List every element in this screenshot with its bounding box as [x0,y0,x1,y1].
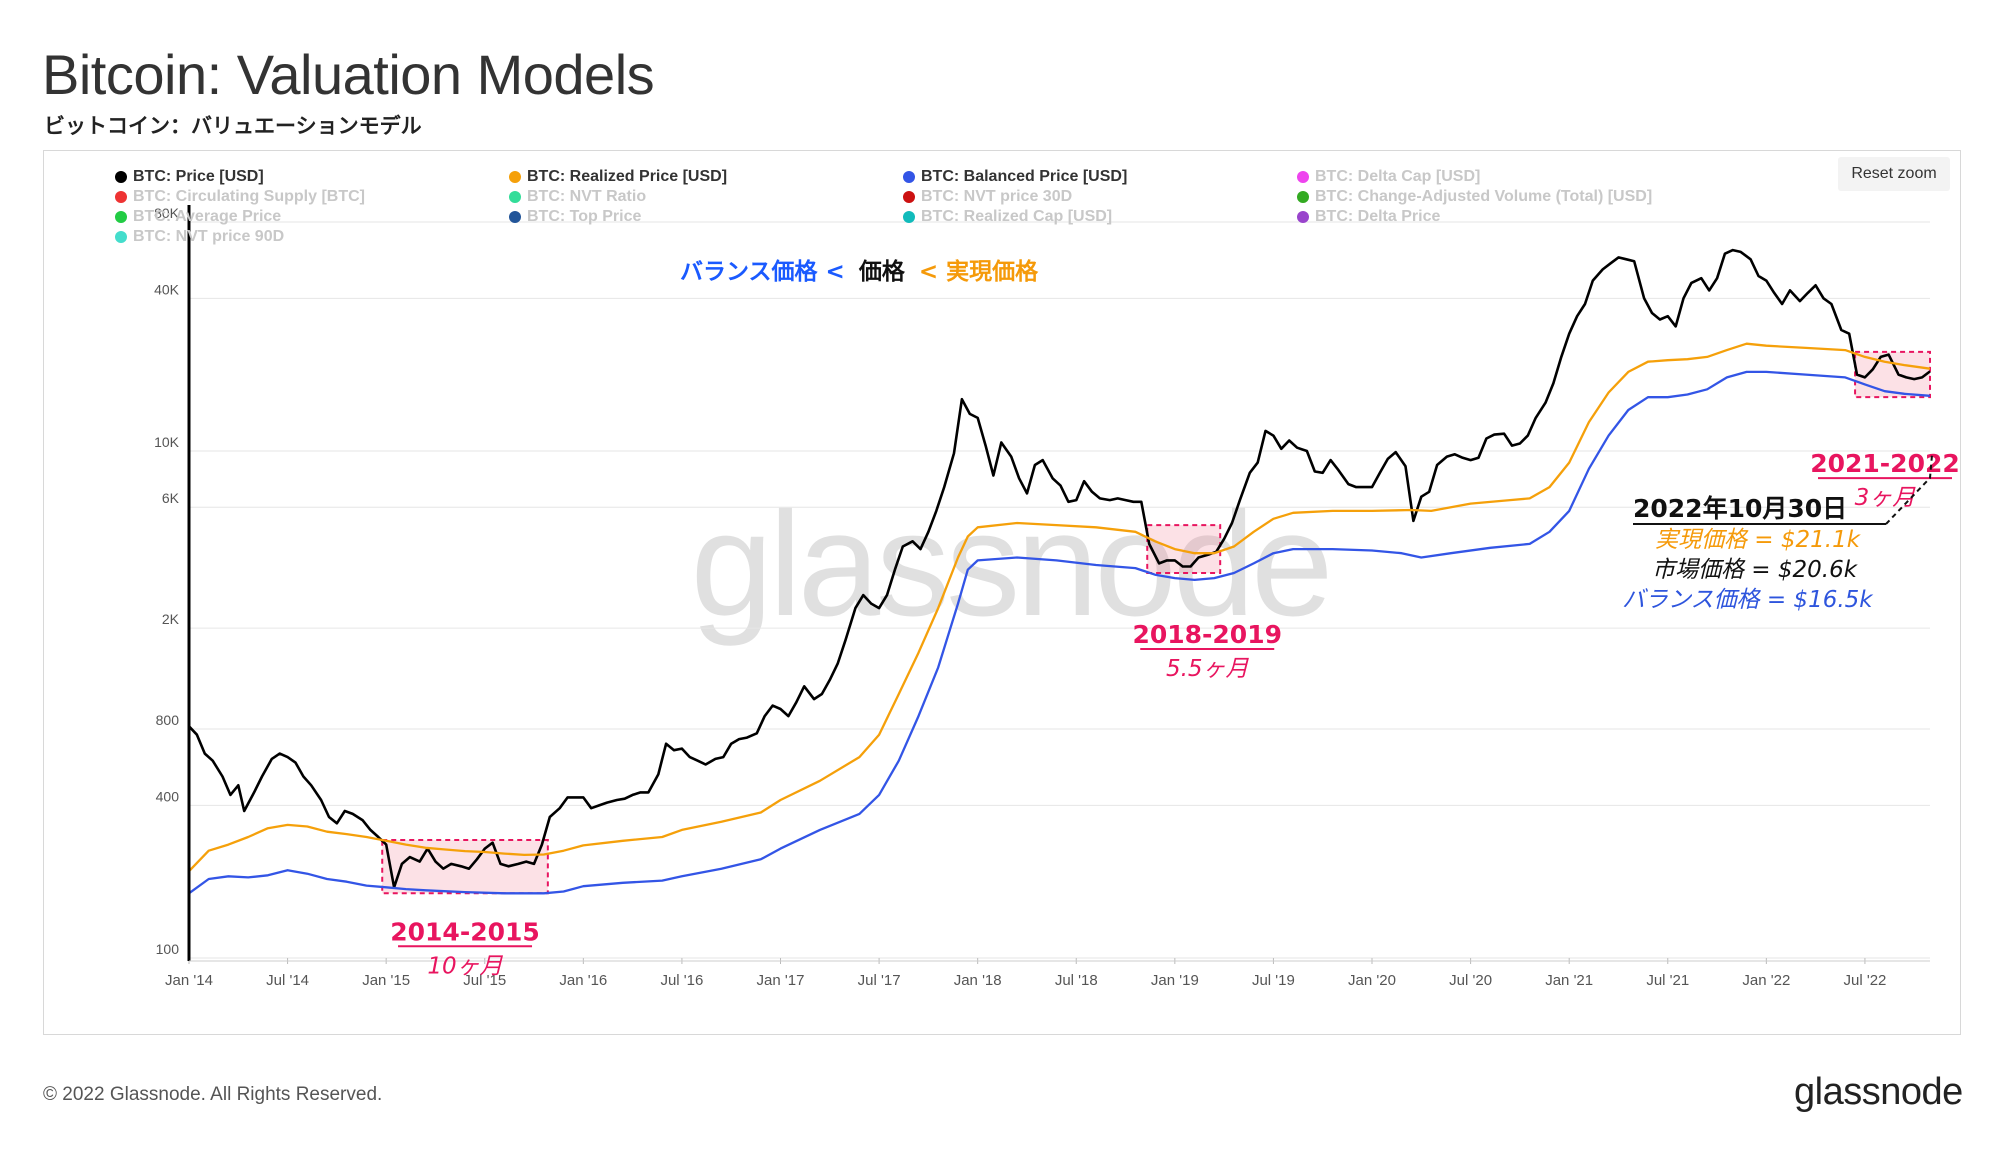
y-tick-label: 100 [156,941,180,957]
highlight-layer [381,350,1932,895]
highlight-duration-label: 10ヶ月 [427,953,503,979]
relation-price: 価格 [858,258,906,285]
x-tick-label: Jan '21 [1545,972,1593,989]
x-tick-label: Jul '22 [1843,972,1886,989]
legend-label: BTC: Realized Price [USD] [527,168,728,185]
legend-label: BTC: NVT Ratio [527,188,647,205]
x-axis: Jan '14 Jul '14 Jan '15 Jul '15 Jan '16 Jul '… [165,958,1886,989]
legend-dot [1297,191,1309,203]
balanced-value-label: バランス価格 = $16.5k [1622,587,1874,613]
legend-item-average-price[interactable]: BTC: Average Price [115,208,281,226]
x-tick-label: Jan '17 [757,972,805,989]
date-label: 2022年10月30日 [1633,494,1847,523]
legend-dot [115,231,127,243]
x-tick-label: Jan '16 [559,972,607,989]
page-subtitle: ビットコイン：バリュエーションモデル [44,115,422,138]
y-tick-label: 400 [156,788,180,804]
x-tick-label: Jul '17 [858,972,901,989]
legend-item-price[interactable]: BTC: Price [USD] [115,168,264,186]
legend-label: BTC: Delta Cap [USD] [1315,168,1481,185]
series-line [188,370,1931,895]
reset-zoom-button[interactable]: Reset zoom [1838,157,1950,191]
relation-balanced: バランス価格 < [680,258,845,285]
legend-item-top-price[interactable]: BTC: Top Price [509,208,641,226]
grid-layer [189,221,1930,959]
highlight-duration-label: 3ヶ月 [1855,485,1917,511]
series-line [188,342,1931,872]
legend-item-nvt-price-90d[interactable]: BTC: NVT price 90D [115,228,284,246]
realized-value-label: 実現価格 = $21.1k [1655,527,1862,553]
relation-annotation: バランス価格 < 価格 < 実現価格 [680,258,1039,285]
legend-label: BTC: Change-Adjusted Volume (Total) [USD… [1315,188,1653,205]
legend-item-circulating-supply[interactable]: BTC: Circulating Supply [BTC] [115,188,365,206]
x-tick-label: Jul '14 [266,972,309,989]
x-tick-label: Jan '19 [1151,972,1199,989]
x-tick-label: Jul '16 [660,972,703,989]
legend-label: BTC: Balanced Price [USD] [921,168,1128,185]
y-tick-label: 6K [162,490,180,506]
x-tick-label: Jan '15 [362,972,410,989]
x-tick-label: Jul '19 [1252,972,1295,989]
x-tick-label: Jul '21 [1646,972,1689,989]
highlight-duration-label: 5.5ヶ月 [1166,656,1250,682]
x-tick-label: Jul '20 [1449,972,1492,989]
y-axis: 100 400 800 2K 6K 10K 40K 80K [154,205,180,957]
watermark-layer: glassnode [691,482,1334,647]
x-tick-label: Jan '18 [954,972,1002,989]
y-tick-label: 800 [156,712,180,728]
x-tick-label: Jan '20 [1348,972,1396,989]
x-tick-label: Jan '14 [165,972,213,989]
highlight-label-layer: 2014-2015 10ヶ月 2018-2019 5.5ヶ月 2021-2022 3ヶ月 [390,449,1960,979]
legend-label: BTC: Delta Price [1315,208,1441,225]
x-tick-label: Jul '15 [463,972,506,989]
chart-panel [43,150,1961,1035]
footer-copyright: © 2022 Glassnode. All Rights Reserved. [43,1084,383,1105]
legend-dot [509,211,521,223]
legend-item-nvt-price-30d[interactable]: BTC: NVT price 30D [903,188,1072,206]
y-tick-label: 2K [162,611,180,627]
legend-item-nvt-ratio[interactable]: BTC: NVT Ratio [509,188,646,206]
legend-dot [903,211,915,223]
x-tick-label: Jul '18 [1055,972,1098,989]
legend-label: BTC: NVT price 30D [921,188,1073,205]
legend-item-delta-cap[interactable]: BTC: Delta Cap [USD] [1297,168,1480,186]
y-tick-label: 80K [154,205,180,221]
legend-item-change-adjusted-volume[interactable]: BTC: Change-Adjusted Volume (Total) [USD… [1297,188,1652,206]
series-layer [188,248,1931,895]
footer-logo: glassnode [1794,1071,1963,1113]
legend-item-realized-cap[interactable]: BTC: Realized Cap [USD] [903,208,1112,226]
highlight-box [1146,524,1222,575]
x-tick-label: Jan '22 [1742,972,1790,989]
legend-dot [115,171,127,183]
legend-item-delta-price[interactable]: BTC: Delta Price [1297,208,1440,226]
watermark-text: glassnode [691,482,1330,647]
legend-dot [903,191,915,203]
highlight-period-label: 2018-2019 [1132,620,1282,649]
legend-dot [903,171,915,183]
legend-dot [1297,171,1309,183]
legend-item-balanced-price[interactable]: BTC: Balanced Price [USD] [903,168,1127,186]
legend-dot [115,211,127,223]
legend-item-realized-price[interactable]: BTC: Realized Price [USD] [509,168,727,186]
legend-label: BTC: Circulating Supply [BTC] [133,188,365,205]
relation-realized: < 実現価格 [919,258,1039,285]
highlight-period-label: 2021-2022 [1810,449,1960,478]
date-connector [1885,454,1933,525]
legend-dot [115,191,127,203]
legend-dot [509,171,521,183]
legend-dot [509,191,521,203]
series-line [188,248,1931,889]
legend-label: BTC: Top Price [527,208,642,225]
legend-dot [1297,211,1309,223]
highlight-period-label: 2014-2015 [390,917,540,946]
page-title: Bitcoin: Valuation Models [42,43,655,106]
legend-label: BTC: NVT price 90D [133,228,285,245]
market-value-label: 市場価格 = $20.6k [1652,557,1859,583]
y-tick-label: 40K [154,281,180,297]
legend-label: BTC: Realized Cap [USD] [921,208,1113,225]
legend-label: BTC: Price [USD] [133,168,264,185]
legend-label: BTC: Average Price [133,208,282,225]
y-tick-label: 10K [154,434,180,450]
